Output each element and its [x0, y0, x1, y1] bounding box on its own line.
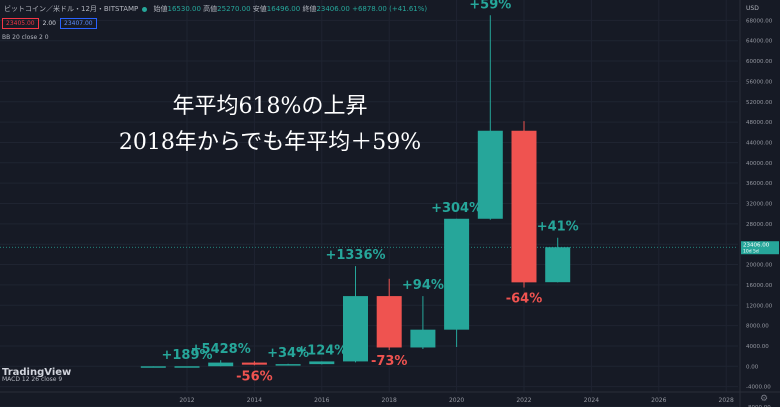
y-tick-label: 32000.00 — [746, 202, 773, 208]
candle-change-label: +94% — [402, 278, 444, 293]
candle-change-label: -73% — [371, 354, 408, 369]
spread-value: 2.00 — [42, 20, 56, 27]
time-axis[interactable]: 2012 2014 2016 2018 2020 2022 2024 2026 2028 — [179, 397, 734, 404]
candle-change-label: +124% — [296, 343, 347, 358]
y-tick-label: 20000.00 — [746, 263, 773, 269]
bb-indicator-legend[interactable]: BB 20 close 2 0 — [2, 34, 49, 41]
candle-change-label: +304% — [431, 201, 482, 216]
symbol-title[interactable]: ビットコイン／米ドル・12月・BITSTAMP — [4, 5, 139, 13]
close-value: 23406.00 — [316, 5, 350, 13]
price-axis[interactable]: USD -8000.00 -4000.00 0.00 4000.00 8000.00 120… — [741, 5, 779, 407]
y-tick-label: 12000.00 — [746, 303, 773, 309]
x-tick-label: 2024 — [584, 397, 599, 404]
high-value: 25270.00 — [217, 5, 251, 13]
y-tick-label: 4000.00 — [746, 344, 769, 350]
y-tick-label: 28000.00 — [746, 222, 773, 228]
y-tick-label: 8000.00 — [746, 324, 769, 330]
candle-change-label: +189% — [161, 348, 212, 363]
x-tick-label: 2028 — [719, 397, 734, 404]
y-tick-label: 56000.00 — [746, 79, 773, 85]
x-tick-label: 2016 — [314, 397, 329, 404]
candle-body — [140, 366, 166, 368]
candle-labels: +189%+5428% -56% +34%+124% +1336% -73% +94% +3… — [161, 0, 578, 384]
symbol-header: ビットコイン／米ドル・12月・BITSTAMP 始値16530.00 高値252… — [4, 4, 427, 14]
tradingview-logo: TradingView — [2, 367, 72, 378]
candle-body — [410, 329, 436, 348]
low-value: 16496.00 — [266, 5, 301, 13]
candle-change-label: +34% — [267, 346, 309, 361]
candle-body — [444, 218, 470, 330]
candle-body — [309, 361, 335, 365]
price-tag-value: 23406.00 — [743, 243, 770, 249]
candle-body — [241, 362, 267, 365]
price-tag-box — [741, 241, 779, 255]
candle-body — [545, 247, 571, 283]
candle-body — [174, 366, 200, 368]
x-tick-label: 2022 — [516, 397, 531, 404]
y-tick-label: -8000.00 — [746, 405, 771, 407]
y-tick-label: 16000.00 — [746, 283, 773, 289]
x-tick-label: 2026 — [651, 397, 666, 404]
y-tick-label: -4000.00 — [746, 385, 771, 391]
candle-change-label: -56% — [236, 369, 273, 384]
y-tick-label: 60000.00 — [746, 59, 773, 65]
candle-change-label: +41% — [537, 220, 579, 235]
x-tick-label: 2012 — [179, 397, 194, 404]
open-label: 始値 — [153, 5, 168, 13]
y-tick-label: 36000.00 — [746, 181, 773, 187]
candle-body — [376, 296, 402, 348]
y-tick-label: 68000.00 — [746, 18, 773, 24]
candle-body — [477, 130, 503, 219]
buy-button[interactable]: 23407.00 — [60, 18, 97, 29]
overlay-line-1: 年平均618%の上昇 — [172, 94, 368, 119]
gear-icon[interactable]: ⚙ — [760, 394, 769, 404]
open-value: 16530.00 — [167, 5, 201, 13]
y-tick-label: 44000.00 — [746, 140, 773, 146]
currency-label: USD — [746, 5, 759, 12]
candle-body — [343, 296, 368, 362]
y-tick-label: 48000.00 — [746, 120, 773, 126]
close-label: 終値 — [302, 5, 317, 13]
x-tick-label: 2020 — [449, 397, 464, 404]
candle-change-label: +1336% — [325, 248, 385, 263]
y-tick-label: 64000.00 — [746, 39, 773, 45]
candle-change-label: -64% — [506, 291, 543, 306]
candle-change-label: +5428% — [191, 342, 251, 357]
candle-body — [275, 364, 301, 366]
trade-buttons: 23405.00 2.00 23407.00 — [2, 18, 99, 29]
y-tick-label: 0.00 — [746, 364, 759, 370]
low-label: 安値 — [252, 5, 267, 13]
y-tick-label: 40000.00 — [746, 161, 773, 167]
y-tick-label: 52000.00 — [746, 100, 773, 106]
candle-body — [511, 130, 537, 283]
overlay-line-2: 2018年からでも年平均＋59% — [118, 130, 422, 155]
status-dot-icon — [142, 6, 148, 12]
candle-body — [208, 362, 234, 367]
sell-button[interactable]: 23405.00 — [2, 18, 39, 29]
change-value: +6878.00 (+41.61%) — [352, 5, 428, 13]
x-tick-label: 2014 — [247, 397, 262, 404]
candle-series — [140, 15, 571, 368]
price-tag-countdown: 10d 5d — [743, 249, 759, 255]
candle-change-label: +59% — [469, 0, 511, 12]
x-tick-label: 2018 — [382, 397, 397, 404]
high-label: 高値 — [203, 5, 218, 13]
macd-indicator-legend[interactable]: MACD 12 26 close 9 — [2, 376, 63, 383]
